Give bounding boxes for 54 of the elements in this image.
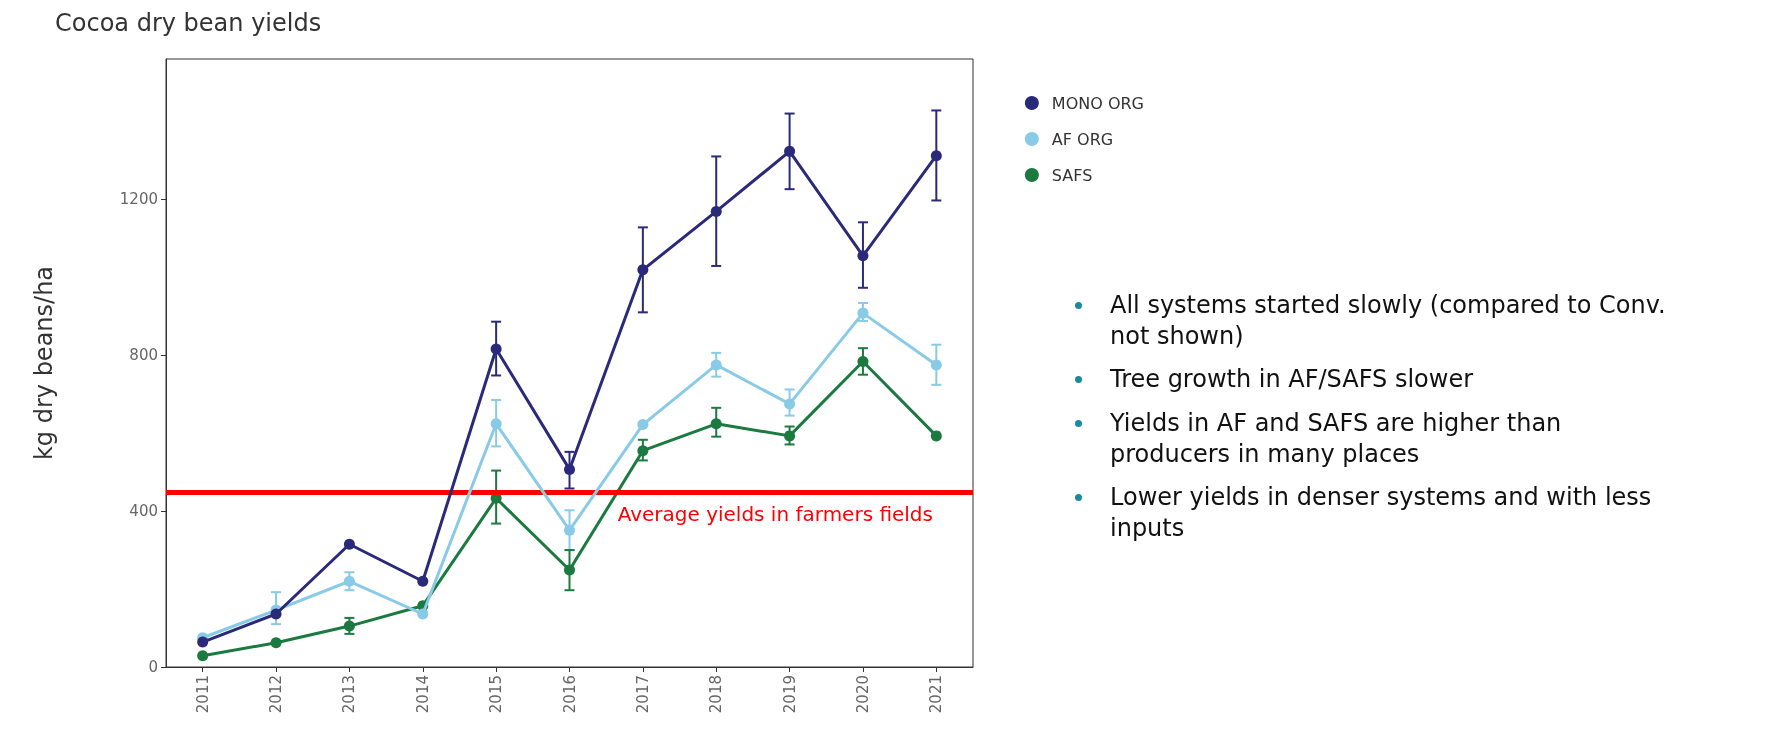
- text: All systems started slowly (compared to Conv. not shown): [1110, 290, 1667, 353]
- point: [930, 150, 942, 162]
- point: [857, 355, 869, 367]
- x-tick-label: 2011: [193, 675, 212, 714]
- text: Lower yields in denser systems and with less inputs: [1110, 481, 1653, 545]
- point: [270, 608, 282, 620]
- x-tick-label: 2019: [780, 675, 799, 714]
- chart-title: Cocoa dry bean yields: [55, 9, 322, 37]
- x-tick-label: 2020: [853, 675, 872, 714]
- legend-label: MONO ORG: [1051, 93, 1144, 113]
- point: [343, 620, 355, 632]
- point: [343, 538, 355, 550]
- point: [857, 307, 869, 319]
- point: [490, 418, 502, 430]
- point: [564, 524, 575, 536]
- point: [564, 463, 575, 475]
- point: [857, 250, 869, 262]
- text: Tree growth in AF/SAFS slower: [1110, 364, 1475, 396]
- x-tick-label: 2012: [267, 675, 286, 714]
- x-tick-label: 2013: [340, 675, 359, 714]
- point: [930, 359, 942, 371]
- point: [637, 445, 649, 457]
- point: [417, 575, 429, 587]
- point: [784, 430, 796, 442]
- y-tick-label: 800: [129, 346, 158, 365]
- x-tick-label: 2015: [487, 675, 506, 714]
- x-tick-label: 2021: [927, 675, 946, 714]
- x-tick-label: 2018: [707, 675, 726, 714]
- y-tick-label: 0: [148, 658, 158, 676]
- x-tick-label: 2016: [560, 675, 579, 714]
- legend-label: AF ORG: [1051, 129, 1114, 149]
- point: [784, 398, 796, 410]
- x-tick-label: 2017: [633, 675, 652, 714]
- ref-line-label: Average yields in farmers fields: [617, 502, 933, 527]
- point: [270, 637, 282, 649]
- text: Yields in AF and SAFS are higher than producers in many places: [1110, 407, 1563, 470]
- y-axis-title: kg dry beans/ha: [30, 265, 58, 461]
- x-tick-label: 2014: [413, 675, 432, 714]
- point: [490, 343, 502, 355]
- point: [343, 575, 355, 587]
- point: [710, 418, 722, 430]
- point: [784, 145, 796, 157]
- point: [710, 205, 722, 217]
- point: [417, 608, 429, 620]
- point: [197, 636, 209, 648]
- legend-label: SAFS: [1051, 165, 1093, 185]
- y-tick-label: 400: [129, 502, 158, 521]
- point: [930, 430, 942, 442]
- y-tick-label: 1200: [119, 190, 158, 209]
- point: [710, 359, 722, 371]
- point: [197, 650, 209, 662]
- point: [637, 419, 649, 431]
- point: [564, 564, 575, 576]
- point: [637, 264, 649, 276]
